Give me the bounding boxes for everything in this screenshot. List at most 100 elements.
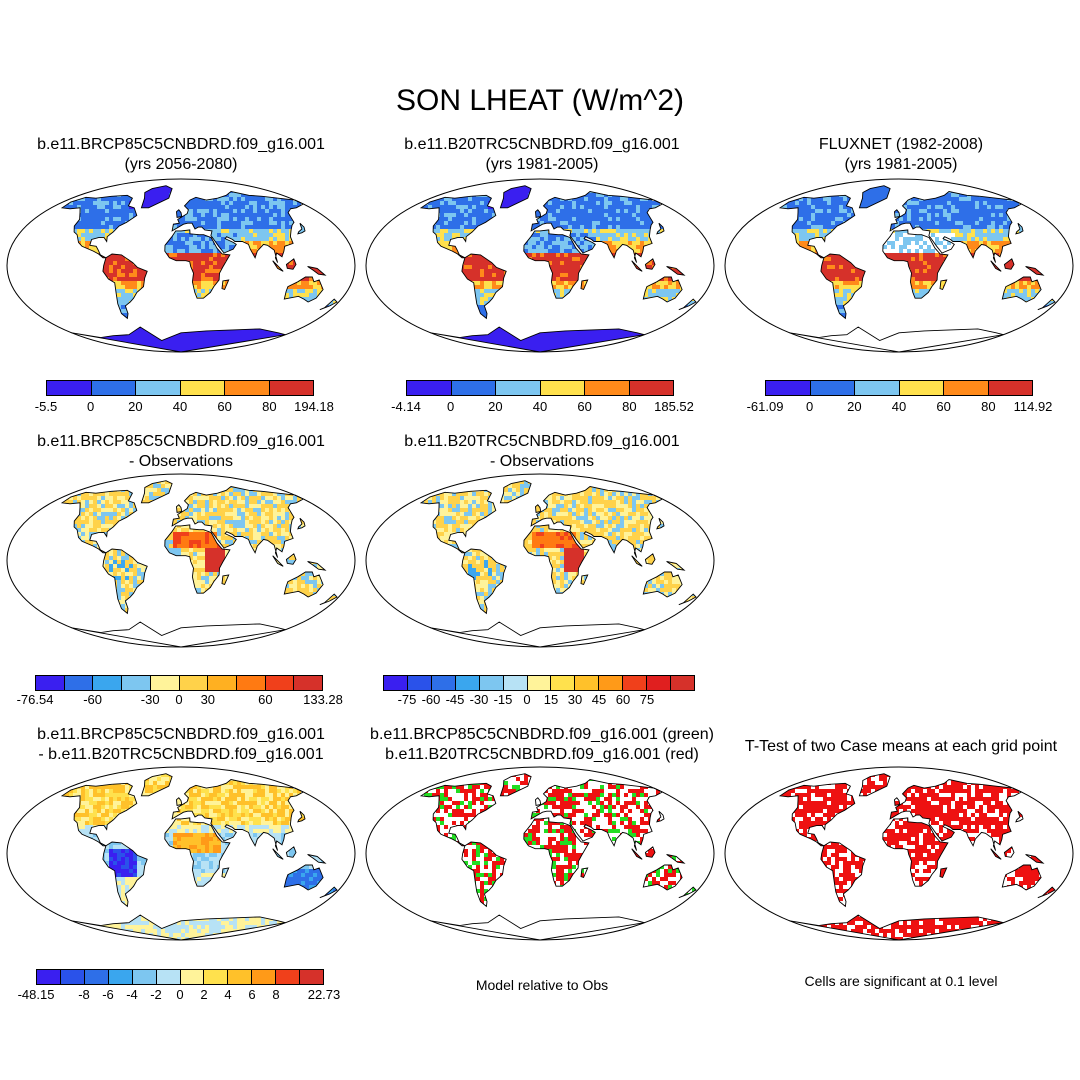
colorbar-tick-label: 60 [936, 399, 950, 414]
colorbar-tick-label: 80 [981, 399, 995, 414]
colorbar-swatch [575, 676, 600, 690]
colorbar-swatch [252, 970, 277, 984]
colorbar-tick-label: -4.14 [391, 399, 421, 414]
ttest-note: Cells are significant at 0.1 level [722, 973, 1080, 989]
map-boundary [724, 766, 1074, 941]
land-field [421, 480, 696, 648]
colorbar-swatch [431, 676, 456, 690]
colorbar-swatch [265, 676, 295, 690]
colorbar-swatch [671, 676, 694, 690]
map-panel-3 [723, 177, 1075, 354]
colorbar-swatch [225, 381, 270, 395]
map-boundary [365, 473, 715, 648]
colorbar-tick-label: 15 [544, 692, 558, 707]
colorbar-tick-label: -76.54 [17, 692, 54, 707]
colorbar-tick-label: -5.5 [35, 399, 57, 414]
map-boundary [724, 178, 1074, 353]
colorbar-swatch [228, 970, 253, 984]
colorbar-tick-label: 114.92 [1014, 399, 1053, 414]
coastline [419, 480, 697, 648]
map-boundary [6, 766, 356, 941]
colorbar-swatch [93, 676, 123, 690]
colorbar-tick-label: -48.15 [18, 987, 55, 1002]
colorbar-swatch [479, 676, 504, 690]
colorbar-tick-label: 0 [806, 399, 813, 414]
colorbar-tick-label: -75 [398, 692, 417, 707]
coastline [419, 773, 697, 941]
colorbar-swatch [204, 970, 229, 984]
map-panel-7 [364, 765, 716, 942]
land-field [780, 773, 1055, 941]
colorbar-swatch [180, 381, 225, 395]
colorbar-6-labels: -48.15 -8 -6 -4 -2 0 2 4 6 8 22.73 [18, 987, 341, 1003]
colorbar-tick-label: 60 [217, 399, 231, 414]
colorbar-swatch [300, 970, 324, 984]
colorbar-swatch [122, 676, 151, 690]
colorbar-tick-label: 40 [173, 399, 187, 414]
colorbar-tick-label: 0 [87, 399, 94, 414]
panel-1-title: b.e11.BRCP85C5CNBDRD.f09_g16.001 (yrs 205… [0, 135, 362, 175]
colorbar-tick-label: 8 [272, 987, 279, 1002]
colorbar-tick-label: 40 [892, 399, 906, 414]
colorbar-swatch [236, 676, 266, 690]
colorbar-1-labels: -5.5 0 20 40 60 80 194.18 [35, 399, 334, 415]
colorbar-tick-label: 4 [224, 987, 231, 1002]
land-field [62, 185, 337, 353]
colorbar-swatch [451, 381, 496, 395]
colorbar-tick-label: 133.28 [303, 692, 343, 707]
colorbar-tick-label: -8 [78, 987, 90, 1002]
colorbar-tick-label: 20 [847, 399, 861, 414]
panel-7-title: b.e11.BRCP85C5CNBDRD.f09_g16.001 (green)… [362, 725, 722, 765]
colorbar-tick-label: 0 [175, 692, 182, 707]
colorbar-swatch [899, 381, 944, 395]
colorbar-swatch [64, 676, 94, 690]
colorbar-swatch [527, 676, 552, 690]
colorbar-tick-label: 75 [640, 692, 654, 707]
colorbar-tick-label: 60 [577, 399, 591, 414]
colorbar-tick-label: 80 [262, 399, 276, 414]
panel-2-title: b.e11.B20TRC5CNBDRD.f09_g16.001 (yrs 1981… [362, 135, 722, 175]
coastline [778, 773, 1056, 941]
map-panel-6 [5, 765, 357, 942]
colorbar-tick-label: -60 [83, 692, 102, 707]
colorbar-swatch [37, 970, 61, 984]
colorbar-4-labels: -76.54 -60 -30 0 30 60 133.28 [17, 692, 343, 708]
land-field [62, 773, 337, 941]
colorbar-tick-label: -45 [446, 692, 465, 707]
colorbar-tick-label: 20 [488, 399, 502, 414]
colorbar-swatch [944, 381, 989, 395]
panel-8-title: T-Test of two Case means at each grid po… [722, 737, 1080, 757]
colorbar-tick-label: 194.18 [294, 399, 334, 414]
land-field [62, 480, 337, 648]
map-boundary [365, 178, 715, 353]
colorbar-tick-label: 45 [592, 692, 606, 707]
map-panel-5 [364, 472, 716, 649]
map-panel-8 [723, 765, 1075, 942]
colorbar-swatch [855, 381, 900, 395]
map-panel-2 [364, 177, 716, 354]
colorbar-tick-label: -6 [102, 987, 114, 1002]
colorbar-tick-label: 60 [258, 692, 272, 707]
colorbar-tick-label: 60 [616, 692, 630, 707]
map-boundary [365, 766, 715, 941]
colorbar-swatch [36, 676, 65, 690]
map-panel-1 [5, 177, 357, 354]
colorbar-tick-label: 40 [533, 399, 547, 414]
figure-title: SON LHEAT (W/m^2) [0, 84, 1080, 118]
colorbar-swatch [988, 381, 1032, 395]
coastline [60, 185, 338, 353]
colorbar-tick-label: -61.09 [747, 399, 784, 414]
colorbar-tick-label: 0 [447, 399, 454, 414]
colorbar-swatch [496, 381, 541, 395]
map-boundary [6, 473, 356, 648]
coastline [60, 480, 338, 648]
colorbar-swatch [766, 381, 811, 395]
coastline [60, 773, 338, 941]
panel-5-title: b.e11.B20TRC5CNBDRD.f09_g16.001- Observa… [362, 432, 722, 472]
map-panel-4 [5, 472, 357, 649]
panel-4-title: b.e11.BRCP85C5CNBDRD.f09_g16.001- Observ… [0, 432, 362, 472]
colorbar-tick-label: 6 [248, 987, 255, 1002]
coastline [778, 185, 1056, 353]
colorbar-swatch [629, 381, 673, 395]
colorbar-tick-label: 22.73 [308, 987, 341, 1002]
